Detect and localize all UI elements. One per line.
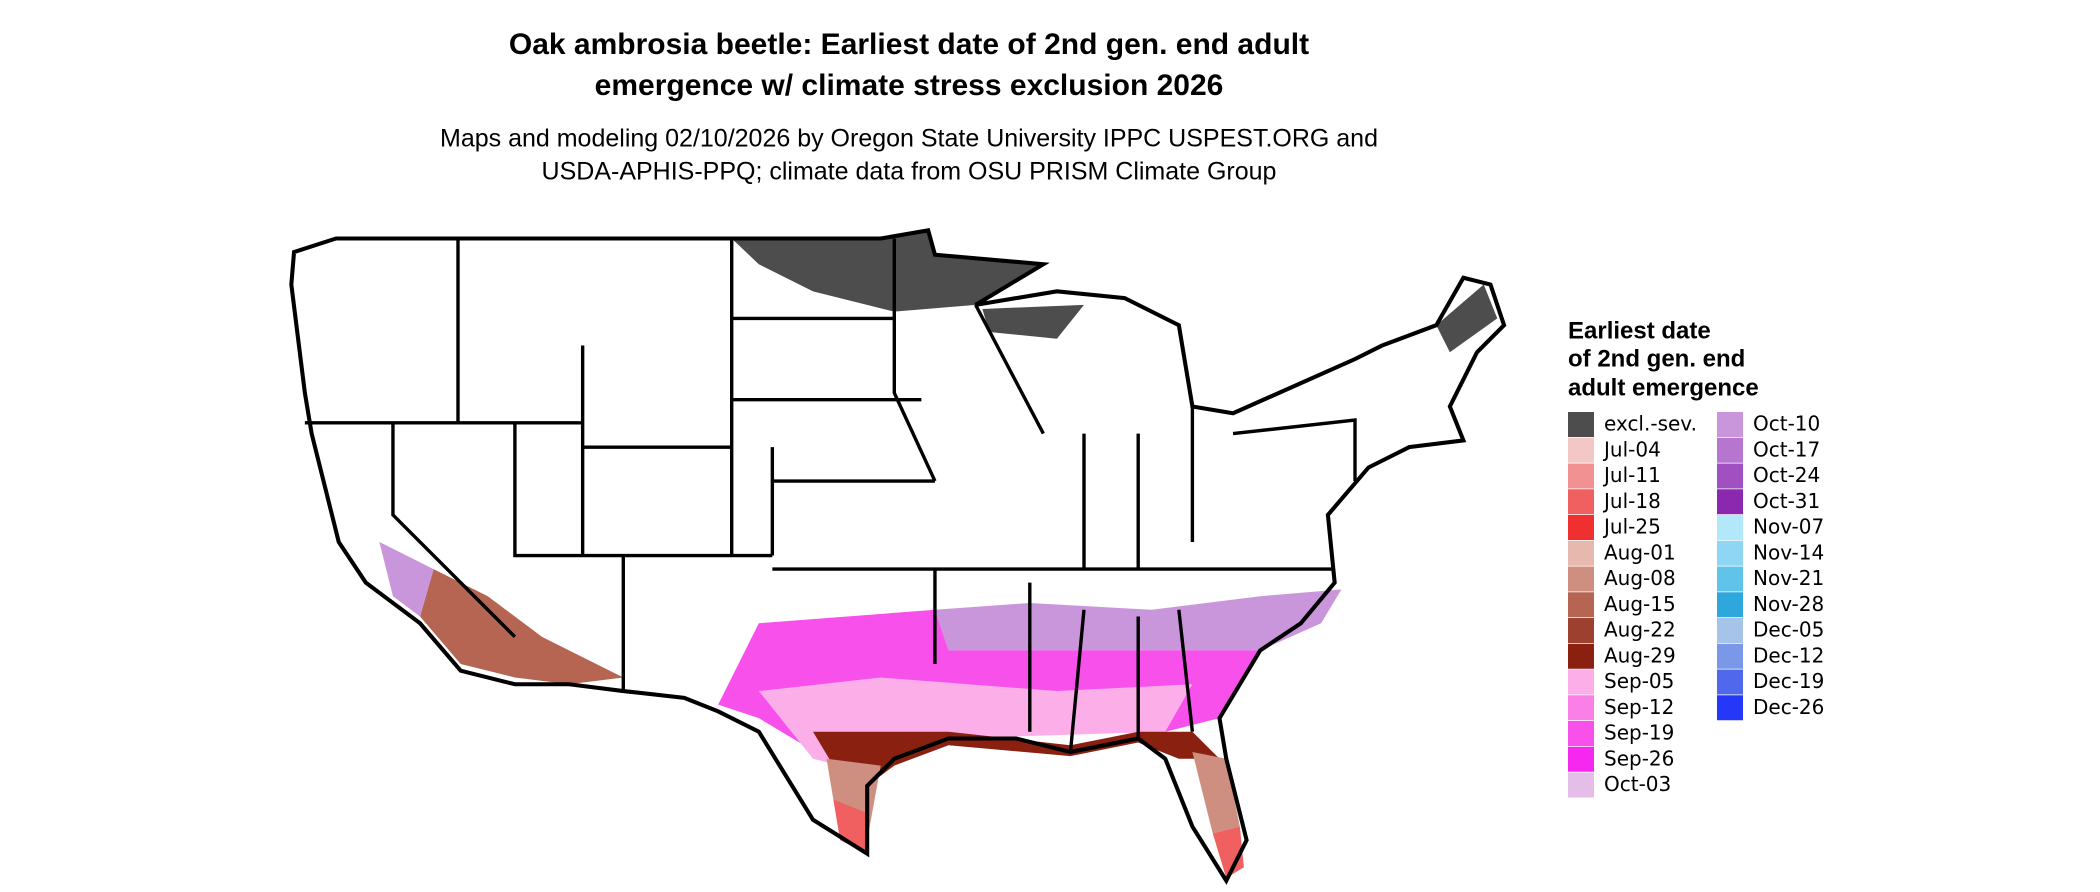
legend-swatch <box>1568 540 1594 566</box>
region-excl <box>1436 284 1498 353</box>
legend-swatch <box>1568 437 1594 463</box>
legend-swatch <box>1717 540 1743 566</box>
state-borders <box>304 238 1357 753</box>
legend-swatch <box>1717 489 1743 515</box>
region-aug <box>813 731 1220 786</box>
legend-swatch <box>1717 463 1743 489</box>
legend-title: adult emergence <box>1568 374 1759 401</box>
legend-label: Dec-05 <box>1753 618 1824 642</box>
region-excl <box>731 230 1044 312</box>
legend-label: Sep-26 <box>1604 746 1674 770</box>
legend-label: Aug-08 <box>1604 566 1676 590</box>
legend-label: Sep-19 <box>1604 721 1674 745</box>
region-sep-light <box>758 677 1193 773</box>
legend-label: Jul-25 <box>1602 515 1661 539</box>
legend-label: Jul-04 <box>1602 437 1661 461</box>
legend-swatch <box>1568 412 1594 437</box>
legend-label: Dec-19 <box>1753 669 1824 693</box>
legend-swatch <box>1568 643 1594 669</box>
legend-label: Oct-10 <box>1753 412 1820 436</box>
legend-swatch <box>1717 515 1743 540</box>
subtitle: USDA-APHIS-PPQ; climate data from OSU PR… <box>542 158 1277 186</box>
legend-swatch <box>1717 669 1743 695</box>
legend-label: Nov-07 <box>1753 515 1824 539</box>
legend-swatch <box>1568 695 1594 721</box>
legend-label: Oct-31 <box>1753 489 1820 513</box>
legend-swatch <box>1568 489 1594 515</box>
legend-label: Aug-29 <box>1604 643 1676 667</box>
legend-swatch <box>1717 618 1743 643</box>
legend-label: Aug-01 <box>1604 540 1676 564</box>
legend-swatch <box>1568 772 1594 798</box>
legend-swatch <box>1568 618 1594 643</box>
legend-swatch <box>1717 412 1743 437</box>
legend-swatch <box>1717 592 1743 618</box>
legend-label: Nov-21 <box>1753 566 1824 590</box>
us-outline <box>291 230 1505 881</box>
legend-swatch <box>1568 515 1594 540</box>
legend-swatch <box>1717 566 1743 592</box>
legend-label: Oct-24 <box>1753 463 1820 487</box>
legend-swatch <box>1717 695 1743 721</box>
legend-swatch <box>1717 643 1743 669</box>
us-map <box>289 228 1507 885</box>
legend-label: Aug-15 <box>1604 592 1676 616</box>
legend-label: Nov-14 <box>1753 540 1824 564</box>
legend-label: Dec-26 <box>1753 695 1824 719</box>
us-outline-stroke <box>289 228 1507 885</box>
legend-label: Jul-18 <box>1602 489 1661 513</box>
legend-label: Oct-03 <box>1604 772 1671 796</box>
legend-label: Jul-11 <box>1602 463 1661 487</box>
legend-label: Nov-28 <box>1753 592 1824 616</box>
legend-label: excl.-sev. <box>1604 412 1697 436</box>
legend-label: Sep-12 <box>1604 695 1674 719</box>
legend-label: Sep-05 <box>1604 669 1674 693</box>
legend-title: of 2nd gen. end <box>1568 345 1745 372</box>
subtitle: Maps and modeling 02/10/2026 by Oregon S… <box>440 125 1378 153</box>
legend-swatch <box>1568 746 1594 772</box>
legend-title: Earliest date <box>1568 317 1711 344</box>
legend-label: Oct-17 <box>1753 437 1820 461</box>
legend-swatch <box>1568 566 1594 592</box>
legend-swatch <box>1568 592 1594 618</box>
title: emergence w/ climate stress exclusion 20… <box>595 69 1224 102</box>
title: Oak ambrosia beetle: Earliest date of 2n… <box>509 28 1309 61</box>
legend: excl.-sev.Jul-04Jul-11Jul-18Jul-25Aug-01… <box>1568 412 1824 798</box>
legend-swatch <box>1568 721 1594 746</box>
legend-label: Dec-12 <box>1753 643 1824 667</box>
legend-swatch <box>1568 463 1594 489</box>
legend-swatch <box>1568 669 1594 695</box>
region-sw-purple <box>379 542 434 617</box>
legend-swatch <box>1717 437 1743 463</box>
region-excl <box>982 304 1084 339</box>
legend-label: Aug-22 <box>1604 618 1676 642</box>
region-sw-brown <box>420 569 624 685</box>
